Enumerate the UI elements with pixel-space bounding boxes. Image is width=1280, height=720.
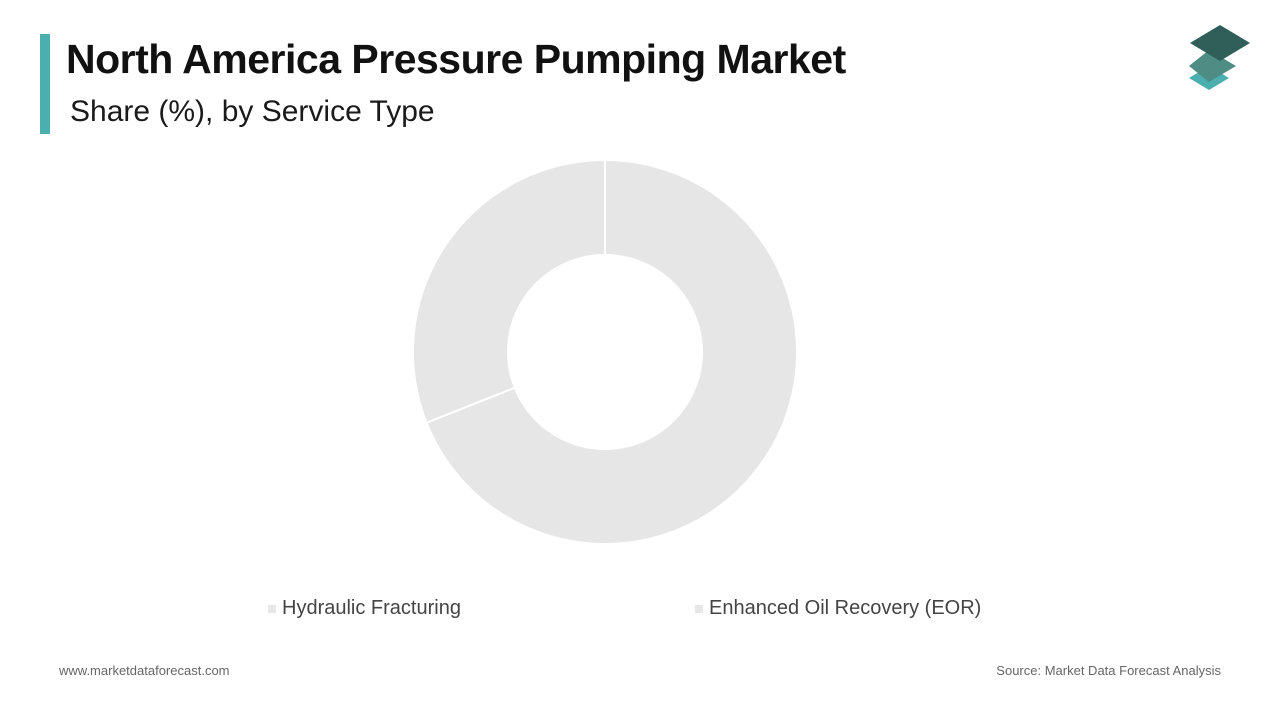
legend-swatch bbox=[695, 604, 703, 613]
legend-label: Enhanced Oil Recovery (EOR) bbox=[709, 597, 982, 619]
website-link[interactable]: www.marketdataforecast.com bbox=[59, 663, 230, 678]
legend-item-enhanced-oil-recovery: Enhanced Oil Recovery (EOR) bbox=[695, 597, 981, 620]
source-note: Source: Market Data Forecast Analysis bbox=[996, 663, 1221, 678]
pie-slice-hydraulic-fracturing bbox=[425, 158, 798, 545]
legend-swatch bbox=[268, 604, 276, 613]
page-subtitle: Share (%), by Service Type bbox=[70, 95, 435, 128]
title-accent-bar bbox=[40, 34, 50, 134]
legend-label: Hydraulic Fracturing bbox=[282, 597, 461, 619]
stacked-layers-icon bbox=[1189, 25, 1250, 90]
logo-layer-middle bbox=[1189, 50, 1236, 82]
page-title: North America Pressure Pumping Market bbox=[66, 36, 846, 82]
legend-item-hydraulic-fracturing: Hydraulic Fracturing bbox=[268, 597, 461, 620]
pie-slice-enhanced-oil-recovery-eor bbox=[412, 158, 606, 424]
logo-layer-top bbox=[1190, 25, 1250, 61]
